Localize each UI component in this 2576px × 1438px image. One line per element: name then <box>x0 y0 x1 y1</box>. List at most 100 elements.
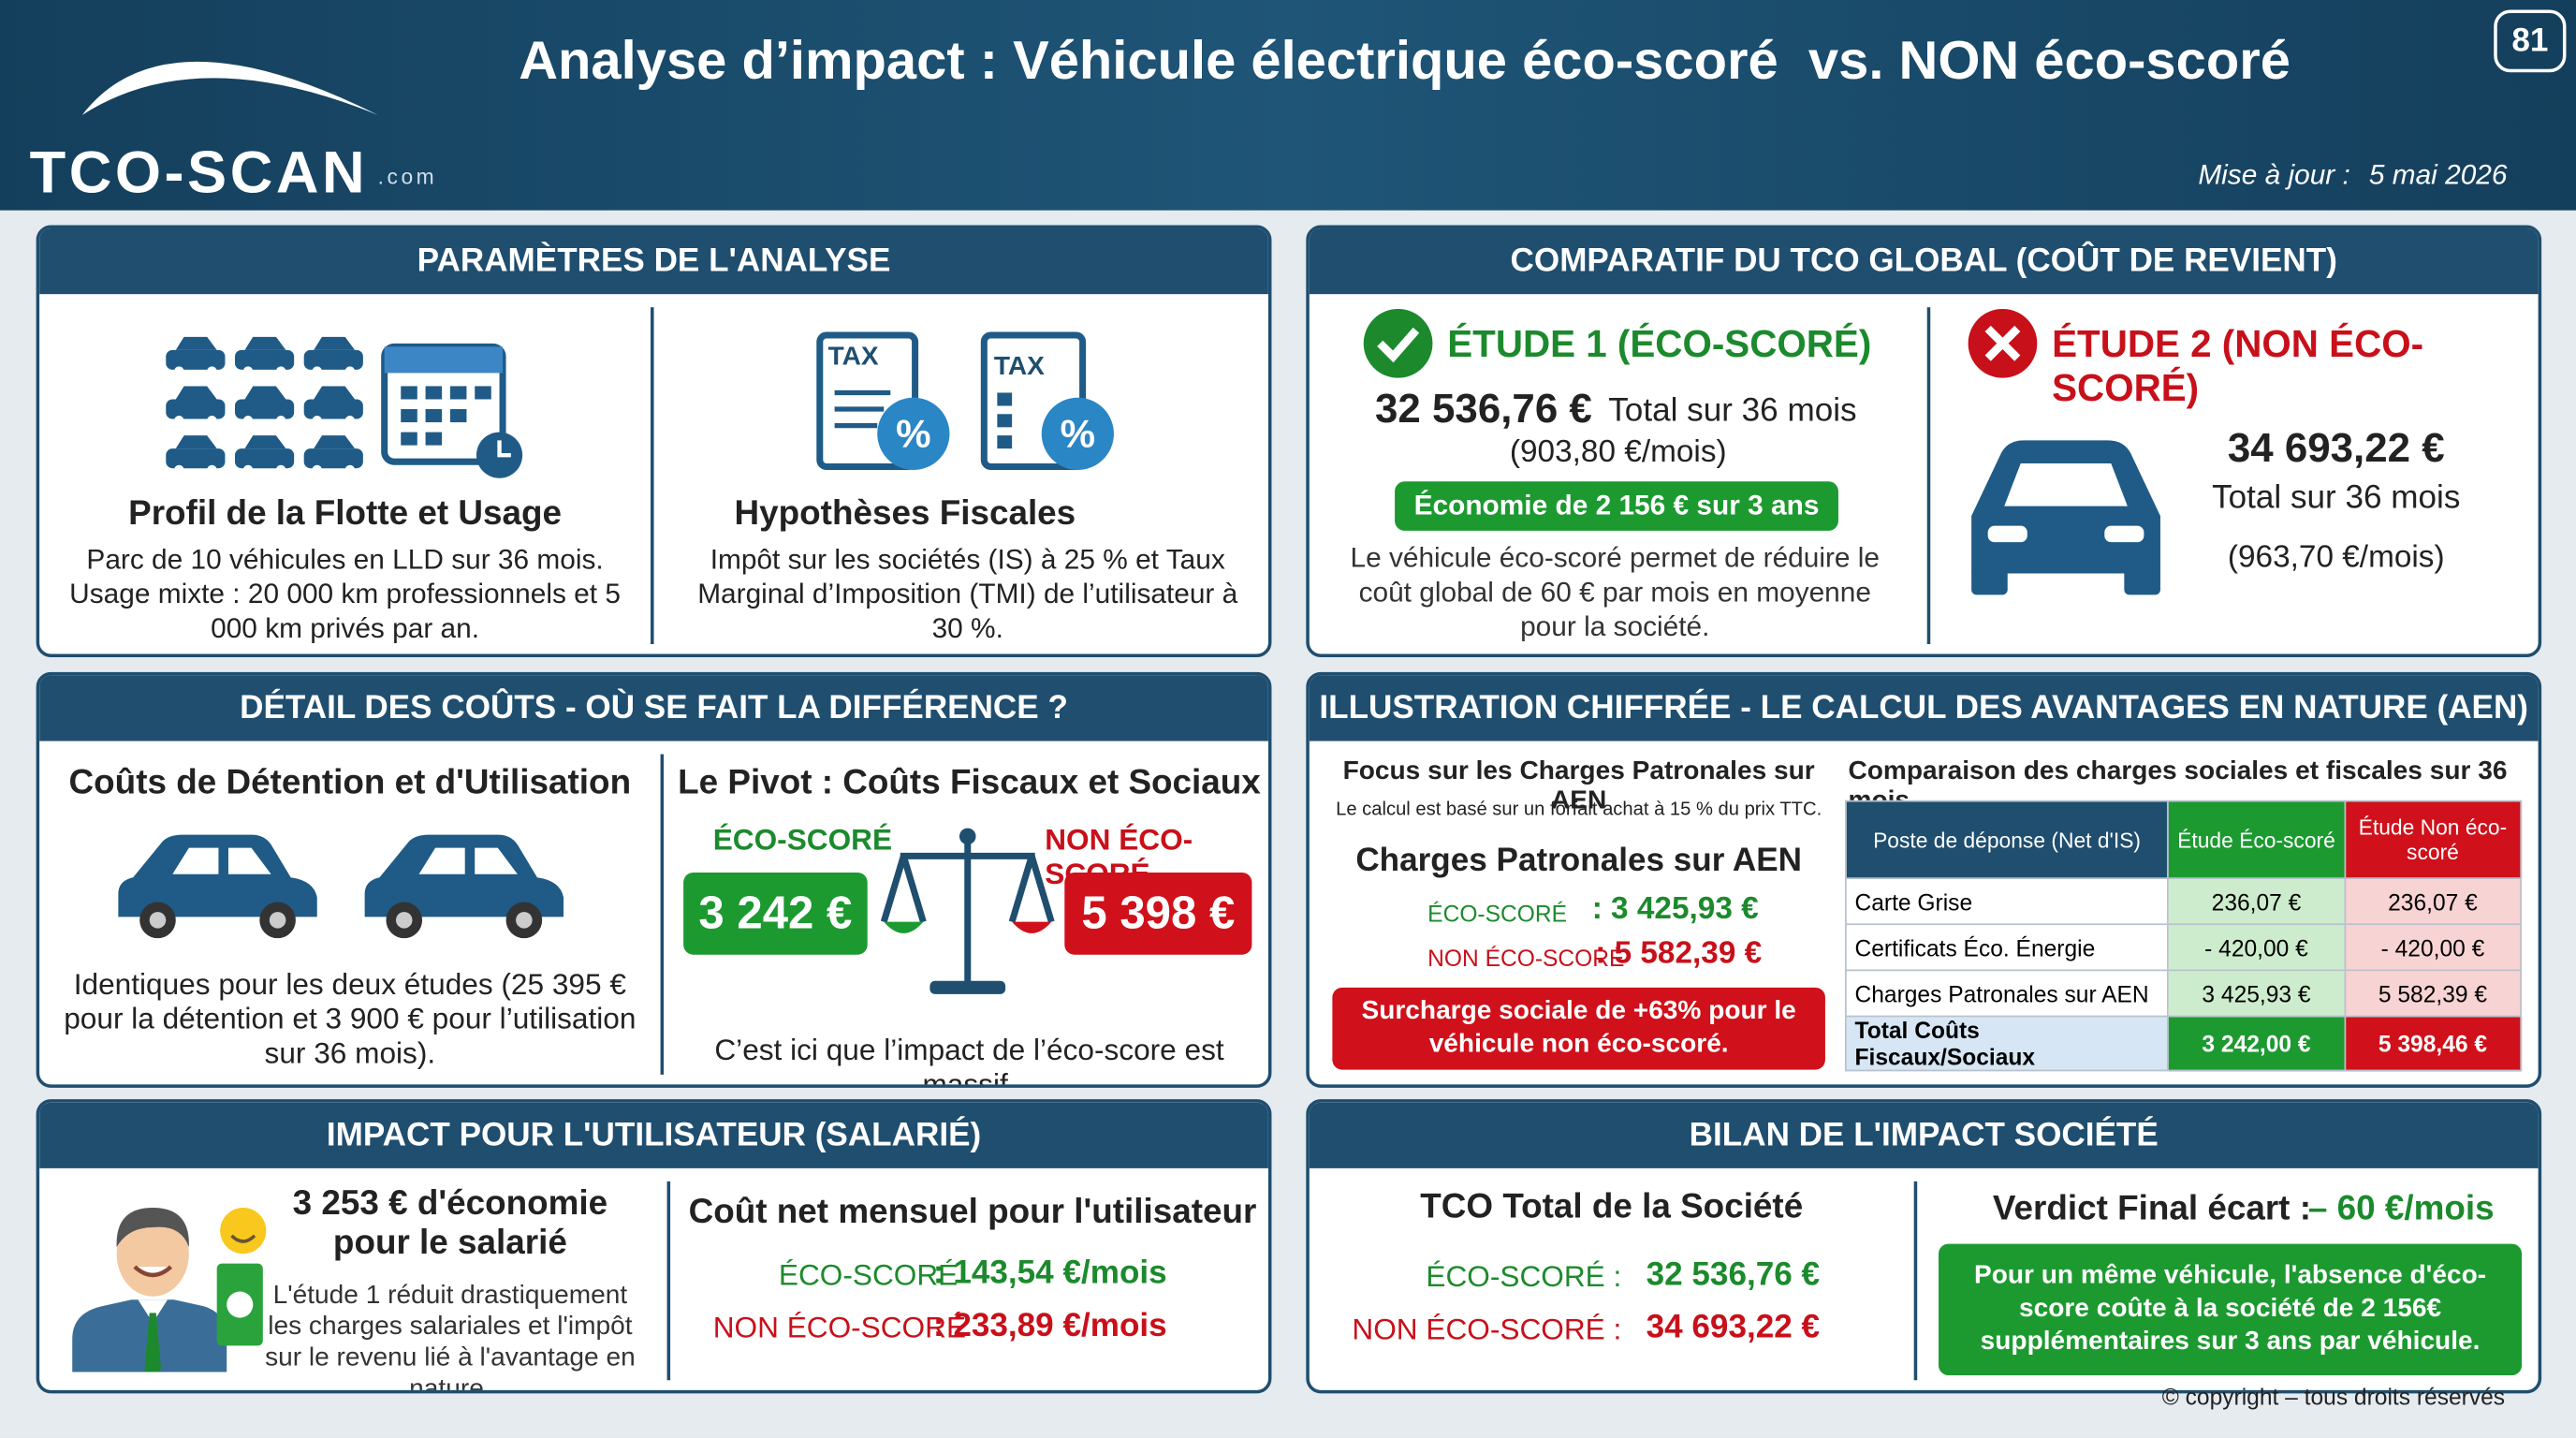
table-cell: 236,07 € <box>2343 877 2523 926</box>
copyright: © copyright – tous droits réservés <box>2161 1383 2506 1410</box>
ownership-text: Identiques pour les deux études (25 395 … <box>64 967 637 1070</box>
savings-badge: Économie de 2 156 € sur 3 ans <box>1395 481 1838 531</box>
header-band <box>0 0 2576 211</box>
column-header: Étude Non éco-scoré <box>2343 800 2523 879</box>
study1-label: ÉTUDE 1 (ÉCO-SCORÉ) <box>1447 321 1872 365</box>
non-eco-label: NON ÉCO-SCORÉ <box>712 1311 967 1344</box>
panel-title: IMPACT POUR L'UTILISATEUR (SALARIÉ) <box>39 1102 1268 1168</box>
tax-label: TAX <box>993 353 1045 382</box>
divider <box>1913 1181 1918 1381</box>
table-cell: Carte Grise <box>1844 877 2170 926</box>
fleet-text: Parc de 10 véhicules en LLD sur 36 mois.… <box>69 543 621 644</box>
costs-panel: DÉTAIL DES COÛTS - OÙ SE FAIT LA DIFFÉRE… <box>36 671 1272 1088</box>
car-icon <box>1971 440 2160 595</box>
tax-label: TAX <box>827 343 879 372</box>
page-number: 81 <box>2494 9 2567 73</box>
title: Analyse d’impact : Véhicule électrique é… <box>519 29 2291 91</box>
divider <box>651 307 654 644</box>
focus-note: Le calcul est basé sur un forfait achat … <box>1336 800 1822 820</box>
svg-text:%: % <box>896 411 930 455</box>
eco-label: ÉCO-SCORÉ <box>712 823 893 857</box>
table-row: Carte Grise 236,07 €236,07 € <box>1844 877 2523 926</box>
table-row: Charges Patronales sur AEN 3 425,93 €5 58… <box>1844 969 2523 1018</box>
table-cell: - 420,00 € <box>2343 923 2523 972</box>
user-panel: IMPACT POUR L'UTILISATEUR (SALARIÉ) 3 25… <box>36 1099 1272 1394</box>
table-cell: 236,07 € <box>2167 877 2346 926</box>
table-cell: 5 582,39 € <box>2343 969 2523 1018</box>
logo-suffix: .com <box>377 164 438 189</box>
fiscal-text: Impôt sur les sociétés (IS) à 25 % et Ta… <box>697 543 1238 644</box>
user-heading: 3 253 € d'économie pour le salarié <box>292 1184 608 1262</box>
study1-monthly: (903,80 €/mois) <box>1509 435 1727 470</box>
table-row: Certificats Éco. Énergie - 420,00 € - 420,… <box>1844 923 2523 972</box>
panel-title: BILAN DE L'IMPACT SOCIÉTÉ <box>1309 1102 2539 1168</box>
eco-label: ÉCO-SCORÉ : <box>1426 1260 1622 1294</box>
scale-icon <box>880 828 1055 994</box>
divider <box>660 754 665 1075</box>
monthly-heading: Coût net mensuel pour l'utilisateur <box>688 1193 1257 1231</box>
tco-panel: COMPARATIF DU TCO GLOBAL (COÛT DE REVIEN… <box>1306 225 2542 658</box>
study1-note: Total sur 36 mois <box>1608 392 1857 430</box>
eco-label: ÉCO-SCORÉ <box>778 1258 959 1292</box>
focus-subheading: Charges Patronales sur AEN <box>1355 843 1802 879</box>
table-cell: - 420,00 € <box>2167 923 2346 972</box>
table-cell: Total Coûts Fiscaux/Sociaux <box>1844 1015 2170 1072</box>
alert-box: Surcharge sociale de +63% pour le véhicu… <box>1332 987 1825 1070</box>
tco-heading: TCO Total de la Société <box>1420 1187 1804 1226</box>
table-row: Total Coûts Fiscaux/Sociaux 3 242,00 €5 3… <box>1844 1015 2523 1072</box>
user-text: L'étude 1 réduit drastiquement les charg… <box>265 1281 636 1394</box>
verdict-box: Pour un même véhicule, l'absence d'éco-s… <box>1939 1243 2523 1376</box>
panel-title: COMPARATIF DU TCO GLOBAL (COÛT DE REVIEN… <box>1309 227 2539 295</box>
tax-icons: % % <box>816 331 1114 470</box>
update-date: 5 mai 2026 <box>2368 159 2508 191</box>
ownership-heading: Coûts de Détention et d'Utilisation <box>68 764 632 802</box>
user-icon <box>72 1207 267 1372</box>
fleet-heading: Profil de la Flotte et Usage <box>128 494 562 533</box>
eco-value-box: 3 242 € <box>683 872 868 955</box>
study2-note: Total sur 36 mois <box>2212 479 2461 517</box>
verdict-label: Verdict Final écart : <box>1992 1189 2311 1228</box>
divider <box>1926 307 1931 644</box>
study1-amount: 32 536,76 € <box>1375 386 1592 433</box>
divider <box>666 1181 671 1381</box>
non-eco-value: 34 693,22 € <box>1646 1309 1821 1346</box>
column-header: Étude Éco-scoré <box>2167 800 2346 879</box>
panel-title: ILLUSTRATION CHIFFRÉE - LE CALCUL DES AV… <box>1309 675 2539 741</box>
logo-swoosh <box>81 61 378 115</box>
check-icon <box>1363 308 1433 378</box>
pivot-text: C’est ici que l’impact de l’éco-score es… <box>714 1033 1224 1088</box>
panel-title: DÉTAIL DES COÛTS - OÙ SE FAIT LA DIFFÉRE… <box>39 675 1268 741</box>
eco-value: : 3 425,93 € <box>1591 892 1759 927</box>
non-eco-value: : 5 582,39 € <box>1595 936 1763 972</box>
table-header-row: Poste de déponse (Net d'IS) Étude Éco-sco… <box>1844 800 2523 879</box>
eco-label: ÉCO-SCORÉ <box>1427 900 1568 927</box>
study2-amount: 34 693,22 € <box>2227 425 2445 472</box>
focus-heading: Focus sur les Charges Patronales sur AEN <box>1342 757 1815 815</box>
pivot-heading: Le Pivot : Coûts Fiscaux et Sociaux <box>678 764 1261 802</box>
cross-icon <box>1968 308 2038 378</box>
panel-title: PARAMÈTRES DE L'ANALYSE <box>39 227 1268 295</box>
table-cell: 3 242,00 € <box>2167 1015 2346 1072</box>
table-cell: Charges Patronales sur AEN <box>1844 969 2170 1018</box>
fiscal-heading: Hypothèses Fiscales <box>734 494 1076 533</box>
table-cell: 5 398,46 € <box>2343 1015 2523 1072</box>
cars-icon <box>118 834 564 939</box>
non-eco-value-box: 5 398 € <box>1064 872 1252 955</box>
params-panel: PARAMÈTRES DE L'ANALYSE Profil de la Flo… <box>36 225 1272 658</box>
column-header: Poste de déponse (Net d'IS) <box>1844 800 2170 879</box>
study1-text: Le véhicule éco-scoré permet de réduire … <box>1350 542 1881 643</box>
comparison-table: Poste de déponse (Net d'IS) Étude Éco-sco… <box>1844 800 2523 1072</box>
non-eco-label: NON ÉCO-SCORÉ <box>1427 945 1625 972</box>
verdict-value: – 60 €/mois <box>2307 1189 2495 1228</box>
aen-panel: ILLUSTRATION CHIFFRÉE - LE CALCUL DES AV… <box>1306 671 2542 1088</box>
eco-value: 32 536,76 € <box>1646 1256 1821 1294</box>
eco-value: : 143,54 €/mois <box>932 1255 1167 1292</box>
table-heading: Comparaison des charges sociales et fisc… <box>1848 757 2508 814</box>
fleet-icon <box>166 336 523 478</box>
non-eco-label: NON ÉCO-SCORÉ : <box>1352 1313 1622 1346</box>
study2-label: ÉTUDE 2 (NON ÉCO-SCORÉ) <box>2052 321 2424 410</box>
table-cell: 3 425,93 € <box>2167 969 2346 1018</box>
table-cell: Certificats Éco. Énergie <box>1844 923 2170 972</box>
